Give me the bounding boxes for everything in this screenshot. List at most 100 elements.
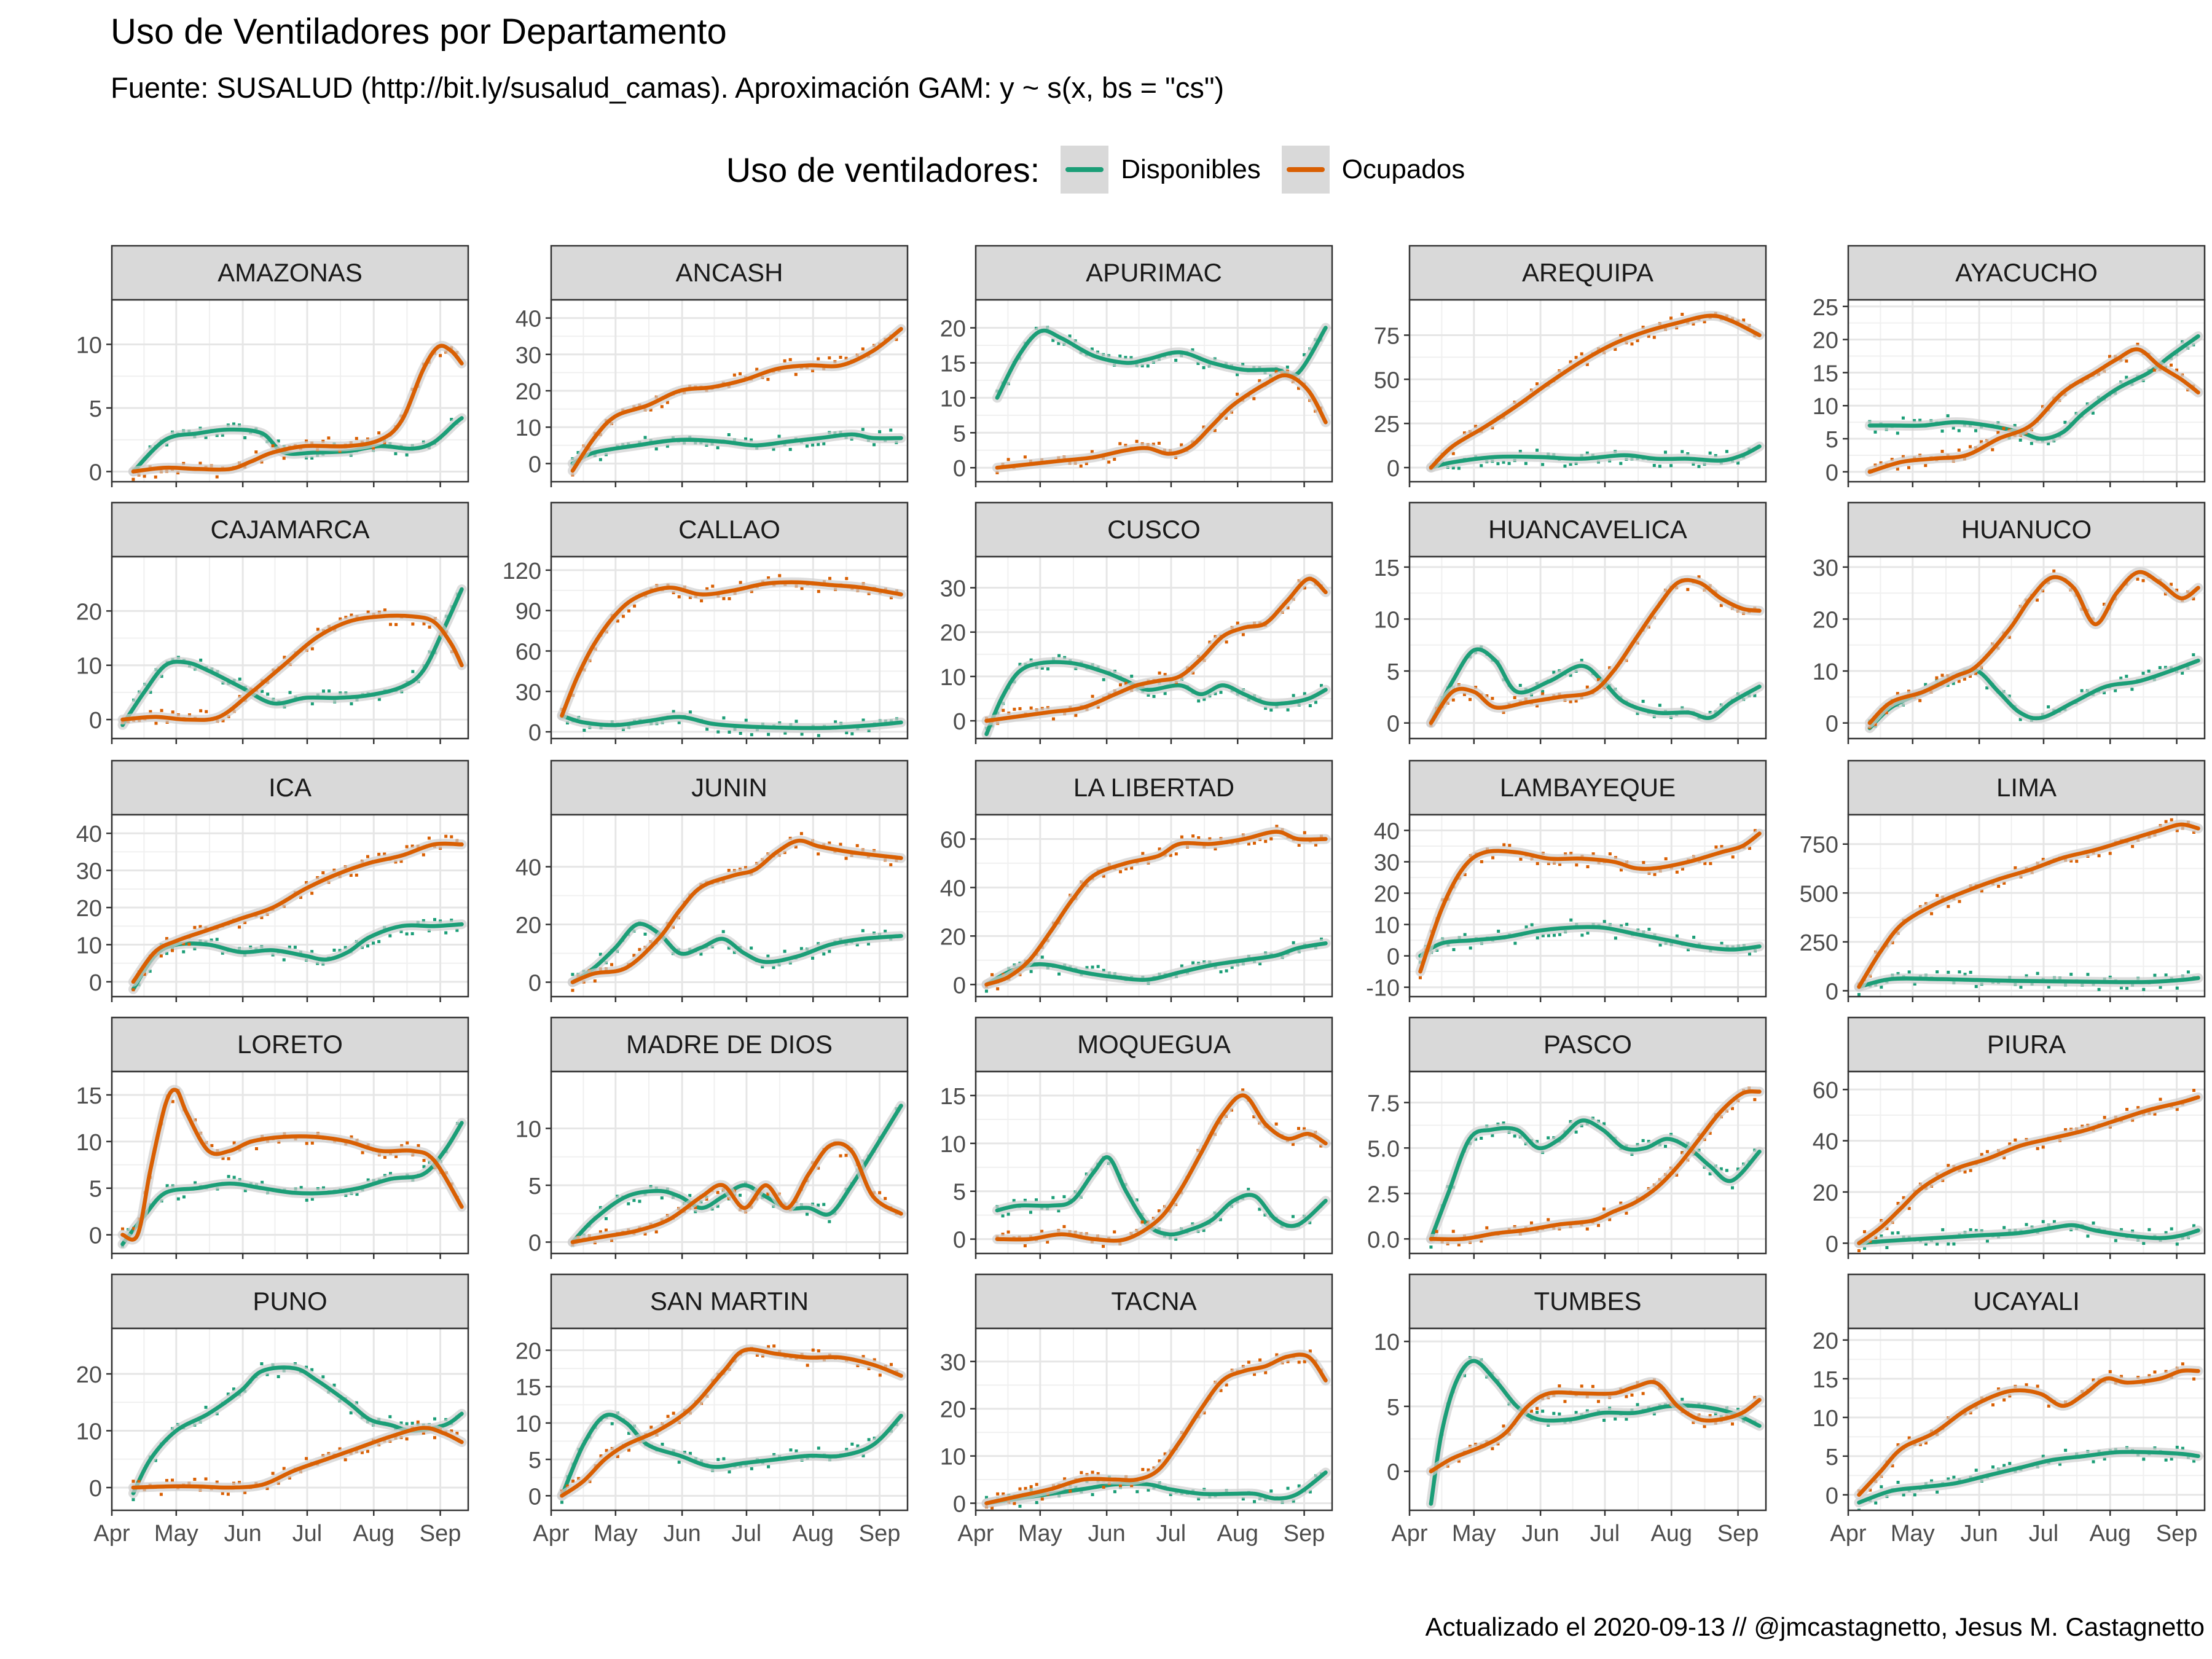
data-point-disponibles: [1113, 1490, 1116, 1494]
data-point-ocupados: [750, 590, 753, 594]
data-point-ocupados: [1264, 1371, 1268, 1375]
facet-label: LIMA: [1996, 773, 2057, 802]
plot-area: [1848, 1328, 2205, 1510]
data-point-ocupados: [143, 474, 146, 478]
data-point-ocupados: [405, 845, 409, 849]
data-point-ocupados: [1502, 843, 1506, 847]
data-layer: [128, 834, 467, 994]
data-point-ocupados: [571, 1480, 575, 1483]
data-point-ocupados: [2153, 1370, 2157, 1374]
data-point-disponibles: [1663, 1145, 1667, 1148]
data-point-disponibles: [1552, 933, 1556, 937]
data-point-ocupados: [817, 852, 820, 856]
data-point-ocupados: [1719, 603, 1723, 607]
data-point-ocupados: [828, 576, 832, 580]
data-point-ocupados: [1035, 1483, 1038, 1486]
data-point-ocupados: [889, 596, 893, 600]
panel-border: [1847, 299, 2206, 483]
facet-label: CAJAMARCA: [210, 515, 369, 544]
y-tick-label: 20: [1813, 1328, 1838, 1354]
data-point-ocupados: [165, 937, 168, 941]
data-point-ocupados: [688, 595, 692, 599]
data-point-ocupados: [1258, 379, 1261, 383]
facet-label: MOQUEGUA: [1077, 1030, 1231, 1059]
legend-label-disponibles: Disponibles: [1121, 154, 1261, 184]
y-tick-label: 20: [516, 913, 541, 939]
data-point-ocupados: [817, 357, 820, 361]
fit-line-disponibles: [1857, 976, 2200, 989]
data-point-ocupados: [1197, 836, 1201, 839]
data-point-disponibles: [422, 1165, 426, 1169]
data-point-disponibles: [1491, 1134, 1494, 1137]
data-point-disponibles: [1258, 962, 1262, 966]
data-point-disponibles: [1314, 700, 1317, 704]
data-point-ocupados: [2108, 355, 2112, 358]
data-point-disponibles: [1907, 970, 1911, 974]
panel-border: [111, 1070, 469, 1255]
data-point-disponibles: [761, 965, 764, 968]
data-point-disponibles: [1496, 462, 1500, 466]
y-tick-label: 15: [516, 1375, 541, 1401]
data-point-disponibles: [1602, 1122, 1606, 1126]
data-point-ocupados: [1709, 861, 1712, 865]
panel-lima: LIMA 0 250 500 750: [1800, 759, 2206, 1005]
data-point-disponibles: [1029, 658, 1033, 662]
x-tick-label: Aug: [1650, 1521, 1692, 1547]
data-point-ocupados: [316, 627, 320, 631]
y-tick-label: 5: [953, 421, 966, 447]
data-point-disponibles: [1880, 1234, 1883, 1238]
data-point-ocupados: [2002, 426, 2006, 430]
data-point-ocupados: [2108, 1370, 2112, 1373]
data-point-disponibles: [1219, 970, 1223, 974]
y-tick-label: 60: [1813, 1078, 1838, 1104]
data-point-disponibles: [1947, 970, 1950, 974]
facet-label: ICA: [269, 773, 312, 802]
data-point-disponibles: [1507, 461, 1511, 465]
data-point-disponibles: [1135, 1490, 1139, 1494]
data-point-ocupados: [1001, 1233, 1005, 1236]
data-point-ocupados: [344, 616, 348, 619]
data-point-disponibles: [828, 949, 831, 953]
data-point-ocupados: [1974, 672, 1978, 675]
data-point-ocupados: [439, 354, 442, 358]
data-point-disponibles: [822, 442, 826, 445]
data-point-ocupados: [1896, 1443, 1900, 1446]
data-point-ocupados: [1968, 675, 1972, 678]
data-point-ocupados: [1074, 713, 1078, 717]
data-point-disponibles: [643, 436, 647, 439]
data-point-ocupados: [2014, 866, 2017, 869]
data-point-disponibles: [867, 1438, 871, 1441]
data-point-disponibles: [1936, 970, 1939, 974]
facet-strip: [1408, 501, 1767, 558]
data-point-ocupados: [1113, 1230, 1116, 1234]
data-point-disponibles: [984, 1496, 988, 1499]
data-point-disponibles: [1558, 933, 1562, 936]
data-layer: [1426, 575, 1765, 728]
data-point-disponibles: [1880, 1485, 1883, 1489]
data-point-ocupados: [2175, 589, 2179, 592]
data-point-disponibles: [2047, 985, 2050, 989]
data-point-ocupados: [788, 358, 792, 361]
data-point-ocupados: [1969, 1169, 1972, 1172]
fit-line-disponibles: [570, 1104, 903, 1244]
data-point-disponibles: [2091, 411, 2095, 415]
y-tick-label: 5.0: [1367, 1136, 1400, 1162]
data-point-ocupados: [355, 437, 358, 441]
panel-ucayali: UCAYALI 0 5 10 15 20 Apr May Jun Jul Aug Sep: [1813, 1273, 2206, 1547]
data-point-ocupados: [2175, 368, 2179, 372]
data-point-disponibles: [282, 958, 286, 962]
data-point-ocupados: [1158, 671, 1161, 675]
x-tick-label: May: [1891, 1521, 1935, 1547]
data-point-ocupados: [1264, 839, 1268, 843]
data-point-ocupados: [422, 622, 426, 626]
data-point-ocupados: [227, 1157, 230, 1161]
data-point-ocupados: [1169, 853, 1172, 857]
facet-label: PASCO: [1543, 1030, 1632, 1059]
data-point-disponibles: [1708, 710, 1712, 714]
data-point-disponibles: [2069, 973, 2073, 976]
data-point-ocupados: [355, 873, 358, 877]
data-point-disponibles: [1180, 964, 1183, 968]
data-point-ocupados: [817, 590, 820, 594]
data-point-ocupados: [1091, 1470, 1094, 1474]
panel-tacna: TACNA 0 10 20 30 Apr May Jun Jul Aug Sep: [940, 1273, 1333, 1547]
